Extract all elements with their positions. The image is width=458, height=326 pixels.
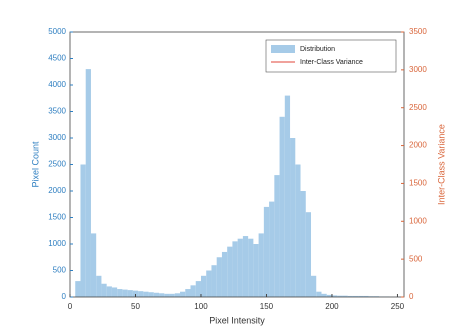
bar: [80, 164, 86, 297]
y-tick-label: 4500: [48, 54, 66, 63]
y2-tick-label: 3000: [409, 65, 427, 74]
bar: [111, 287, 118, 297]
y-tick-label: 2000: [48, 186, 66, 195]
bar: [106, 286, 112, 297]
y-tick-label: 5000: [48, 27, 66, 36]
y2-tick-label: 0: [409, 292, 414, 301]
y2-tick-label: 1000: [409, 216, 427, 225]
y-tick-label: 500: [53, 266, 67, 275]
bar: [237, 238, 243, 297]
bar: [300, 191, 306, 297]
bar: [153, 292, 160, 297]
legend: Distribution Inter-Class Variance: [265, 39, 397, 73]
bar: [363, 295, 369, 297]
bar: [127, 290, 133, 297]
bar: [85, 69, 91, 297]
bar: [169, 293, 175, 297]
y2-axis-label: Inter-Class Variance: [436, 124, 446, 205]
bar: [200, 275, 207, 297]
bar: [96, 275, 102, 297]
bar: [284, 95, 291, 297]
x-axis-label: Pixel Intensity: [209, 315, 265, 325]
bar: [180, 291, 186, 297]
bar: [253, 244, 259, 297]
x-tick-label: 250: [391, 302, 405, 311]
x-tick-label: 0: [68, 302, 73, 311]
bar: [221, 251, 228, 297]
bar: [138, 291, 144, 297]
bar: [311, 275, 317, 297]
bar: [132, 290, 139, 297]
bar: [185, 289, 191, 297]
y-tick-label: 3500: [48, 107, 66, 116]
bar: [269, 201, 275, 297]
bar: [331, 295, 338, 297]
bar: [295, 164, 301, 297]
bar: [305, 212, 312, 297]
y2-tick-label: 3500: [409, 27, 427, 36]
y2-tick-label: 500: [409, 254, 423, 263]
bar: [143, 291, 149, 297]
bar: [316, 291, 322, 297]
bar: [75, 281, 81, 297]
bar: [274, 175, 280, 297]
bar: [290, 138, 296, 297]
legend-box: [265, 39, 397, 73]
bar: [248, 238, 254, 297]
y-tick-label: 2500: [48, 160, 66, 169]
bar: [337, 295, 343, 297]
y-axis-label: Pixel Count: [30, 141, 40, 188]
bar: [122, 289, 128, 297]
x-tick-label: 100: [194, 302, 208, 311]
bar: [347, 295, 353, 297]
bar: [190, 285, 196, 297]
y2-tick-label: 2500: [409, 103, 427, 112]
y2-tick-label: 1500: [409, 179, 427, 188]
bar: [227, 246, 233, 297]
x-tick-label: 50: [131, 302, 140, 311]
bar: [117, 289, 123, 297]
bar: [326, 294, 332, 297]
y-tick-label: 3000: [48, 133, 66, 142]
bar: [232, 241, 238, 297]
bar: [159, 293, 165, 297]
x-tick-label: 150: [260, 302, 274, 311]
y-tick-label: 1500: [48, 213, 66, 222]
bar: [211, 265, 217, 297]
legend-label: Distribution: [300, 46, 335, 53]
legend-swatch: [271, 45, 295, 53]
bar: [206, 270, 212, 297]
bar: [321, 293, 327, 297]
bar: [164, 293, 170, 297]
bar: [90, 233, 97, 297]
y2-tick-label: 2000: [409, 141, 427, 150]
y-tick-label: 1000: [48, 239, 66, 248]
bar: [258, 233, 264, 297]
bar: [101, 283, 107, 297]
bar: [242, 236, 249, 297]
bar: [174, 293, 181, 297]
y-tick-label: 4000: [48, 80, 66, 89]
legend-label: Inter-Class Variance: [300, 59, 363, 66]
bar: [263, 206, 270, 297]
bar: [148, 292, 154, 297]
bar: [352, 295, 359, 297]
bar: [216, 257, 222, 297]
bar: [342, 295, 348, 297]
bar: [358, 295, 364, 297]
bar: [279, 116, 285, 297]
y-tick-label: 0: [62, 292, 67, 301]
x-tick-label: 200: [325, 302, 339, 311]
bar: [195, 281, 201, 297]
